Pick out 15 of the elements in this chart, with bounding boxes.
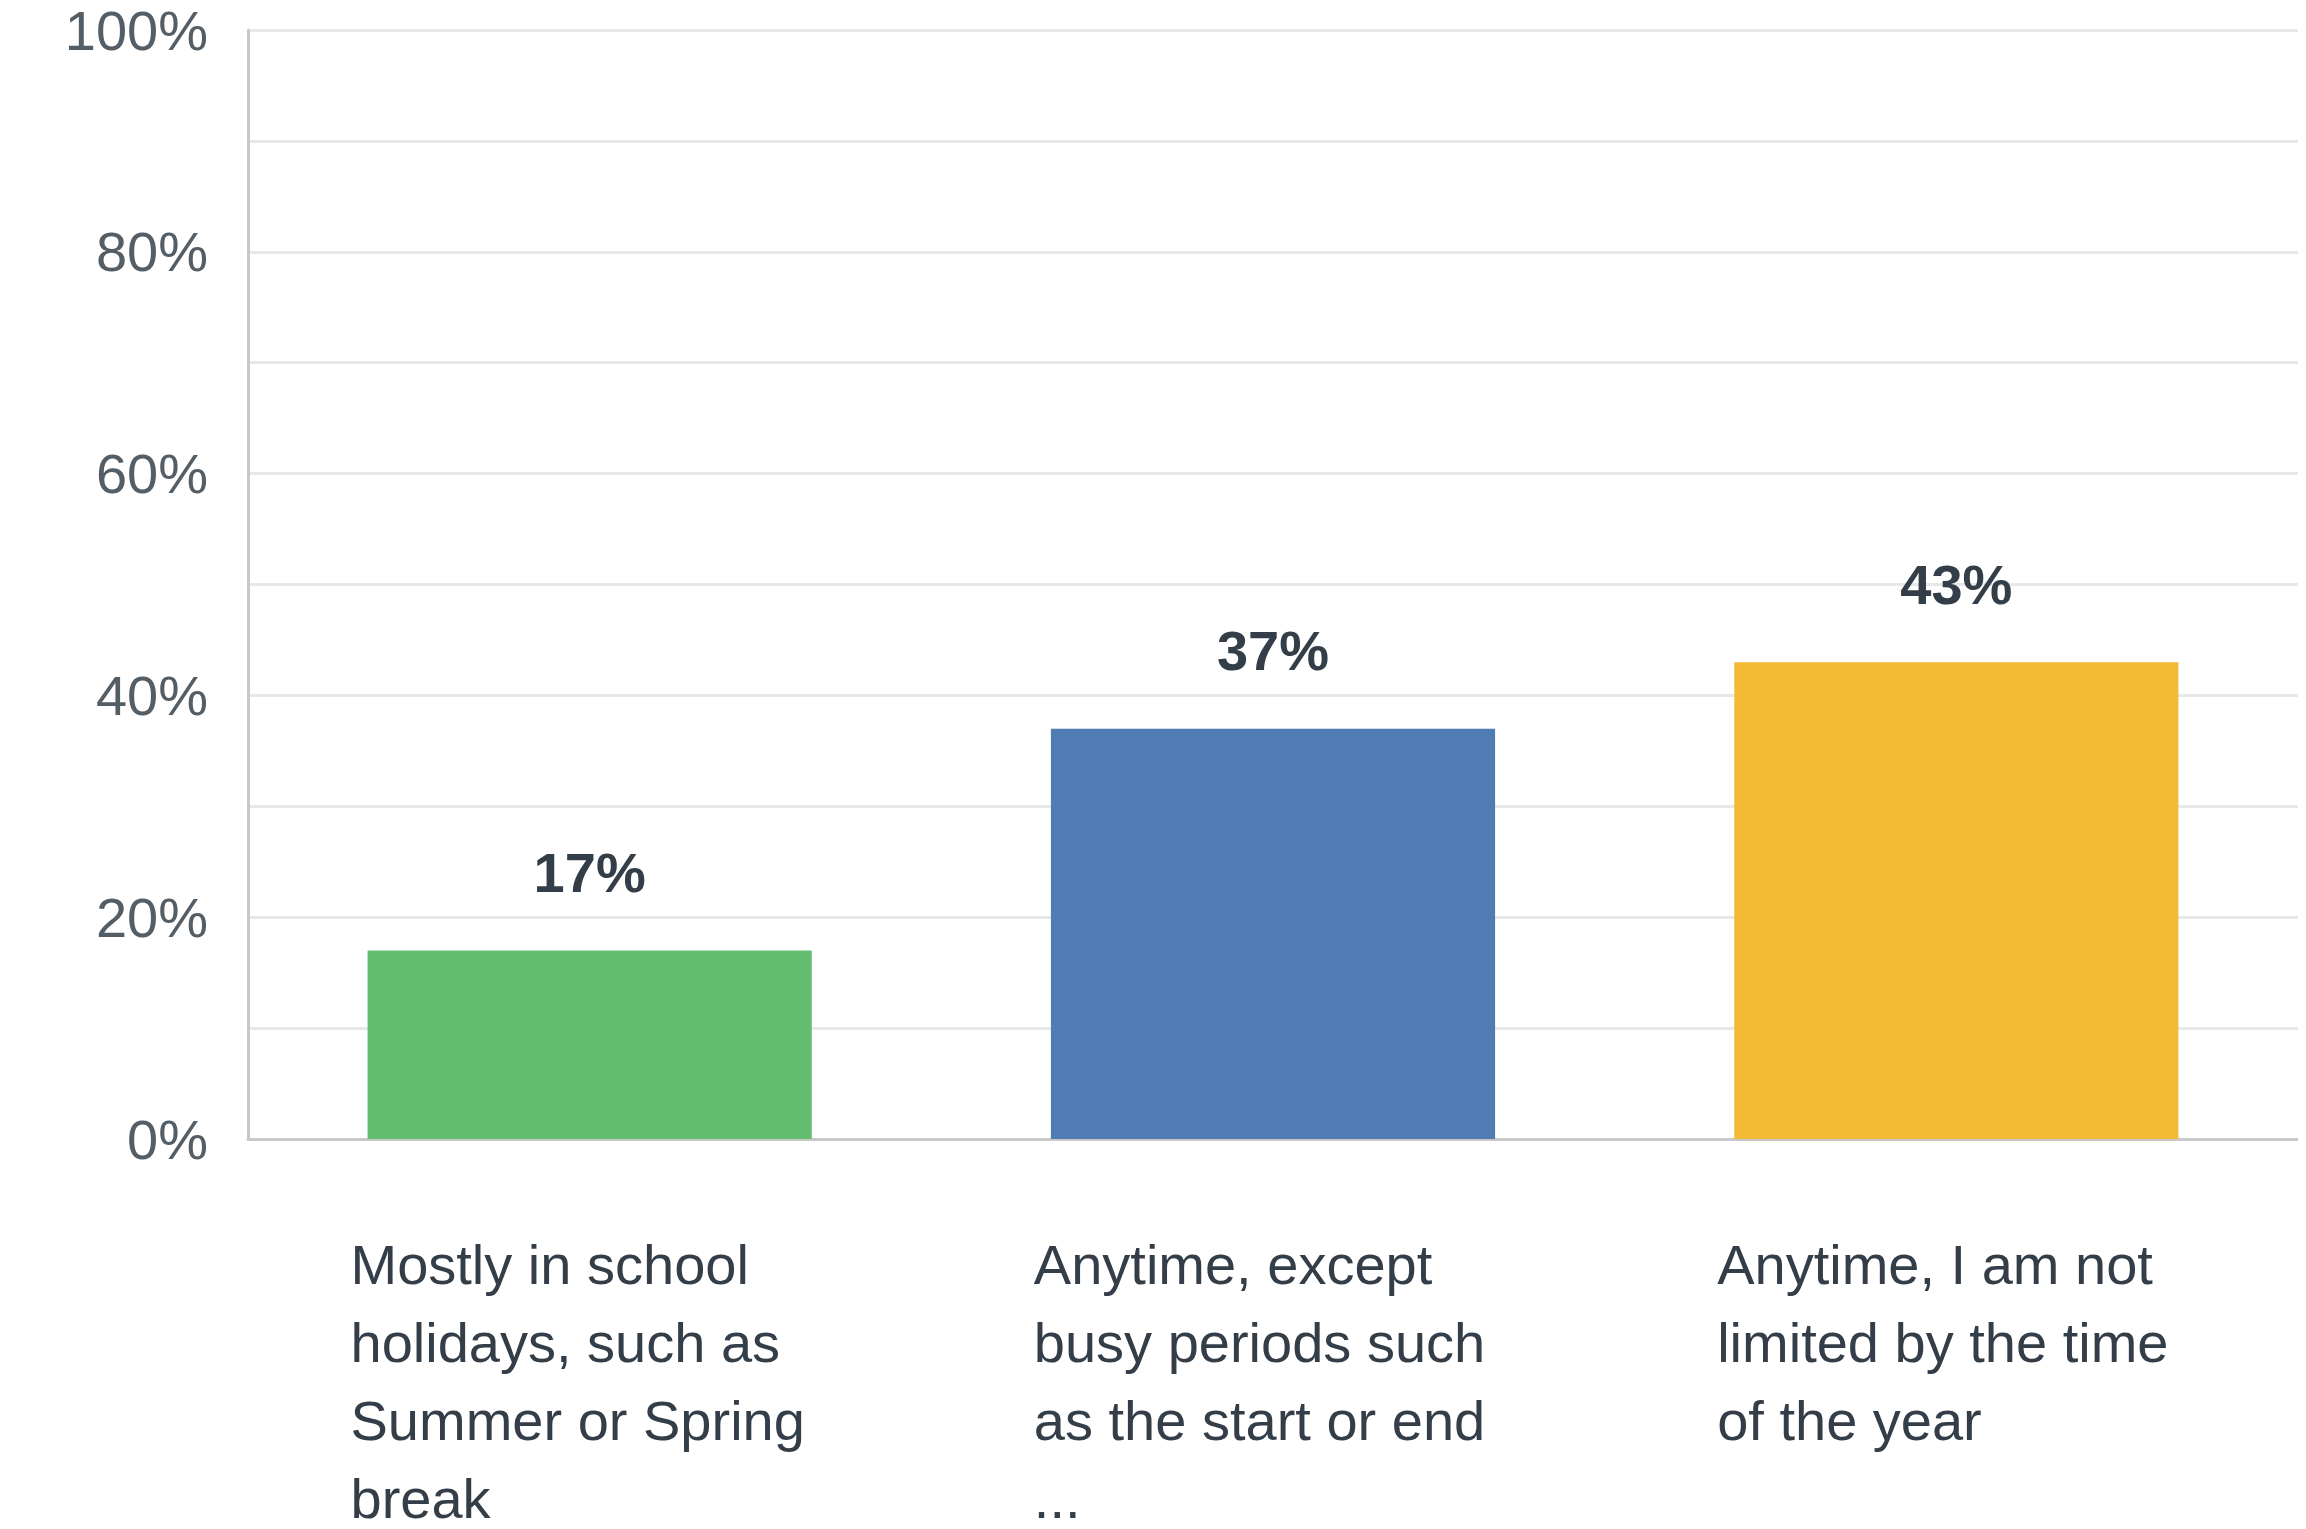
bar bbox=[367, 950, 812, 1139]
y-tick-label: 0% bbox=[127, 1107, 208, 1171]
data-label: 17% bbox=[533, 840, 646, 904]
y-tick-label: 100% bbox=[64, 0, 208, 62]
y-tick-label: 40% bbox=[95, 663, 208, 727]
bar bbox=[1734, 662, 2179, 1139]
y-tick-label: 60% bbox=[95, 442, 208, 506]
x-tick-label: Anytime, I am not limited by the time of the year bbox=[1717, 1232, 2185, 1452]
data-label: 37% bbox=[1216, 619, 1330, 683]
x-tick-label: Anytime, except busy periods such as the start or end ... bbox=[1033, 1232, 1501, 1529]
y-tick-label: 80% bbox=[95, 220, 208, 284]
y-tick-label: 20% bbox=[95, 885, 208, 949]
x-tick-label: Mostly in school holidays, such as Summer or Spring break bbox=[350, 1232, 821, 1529]
data-label: 43% bbox=[1900, 552, 2013, 616]
bar bbox=[1050, 728, 1496, 1139]
